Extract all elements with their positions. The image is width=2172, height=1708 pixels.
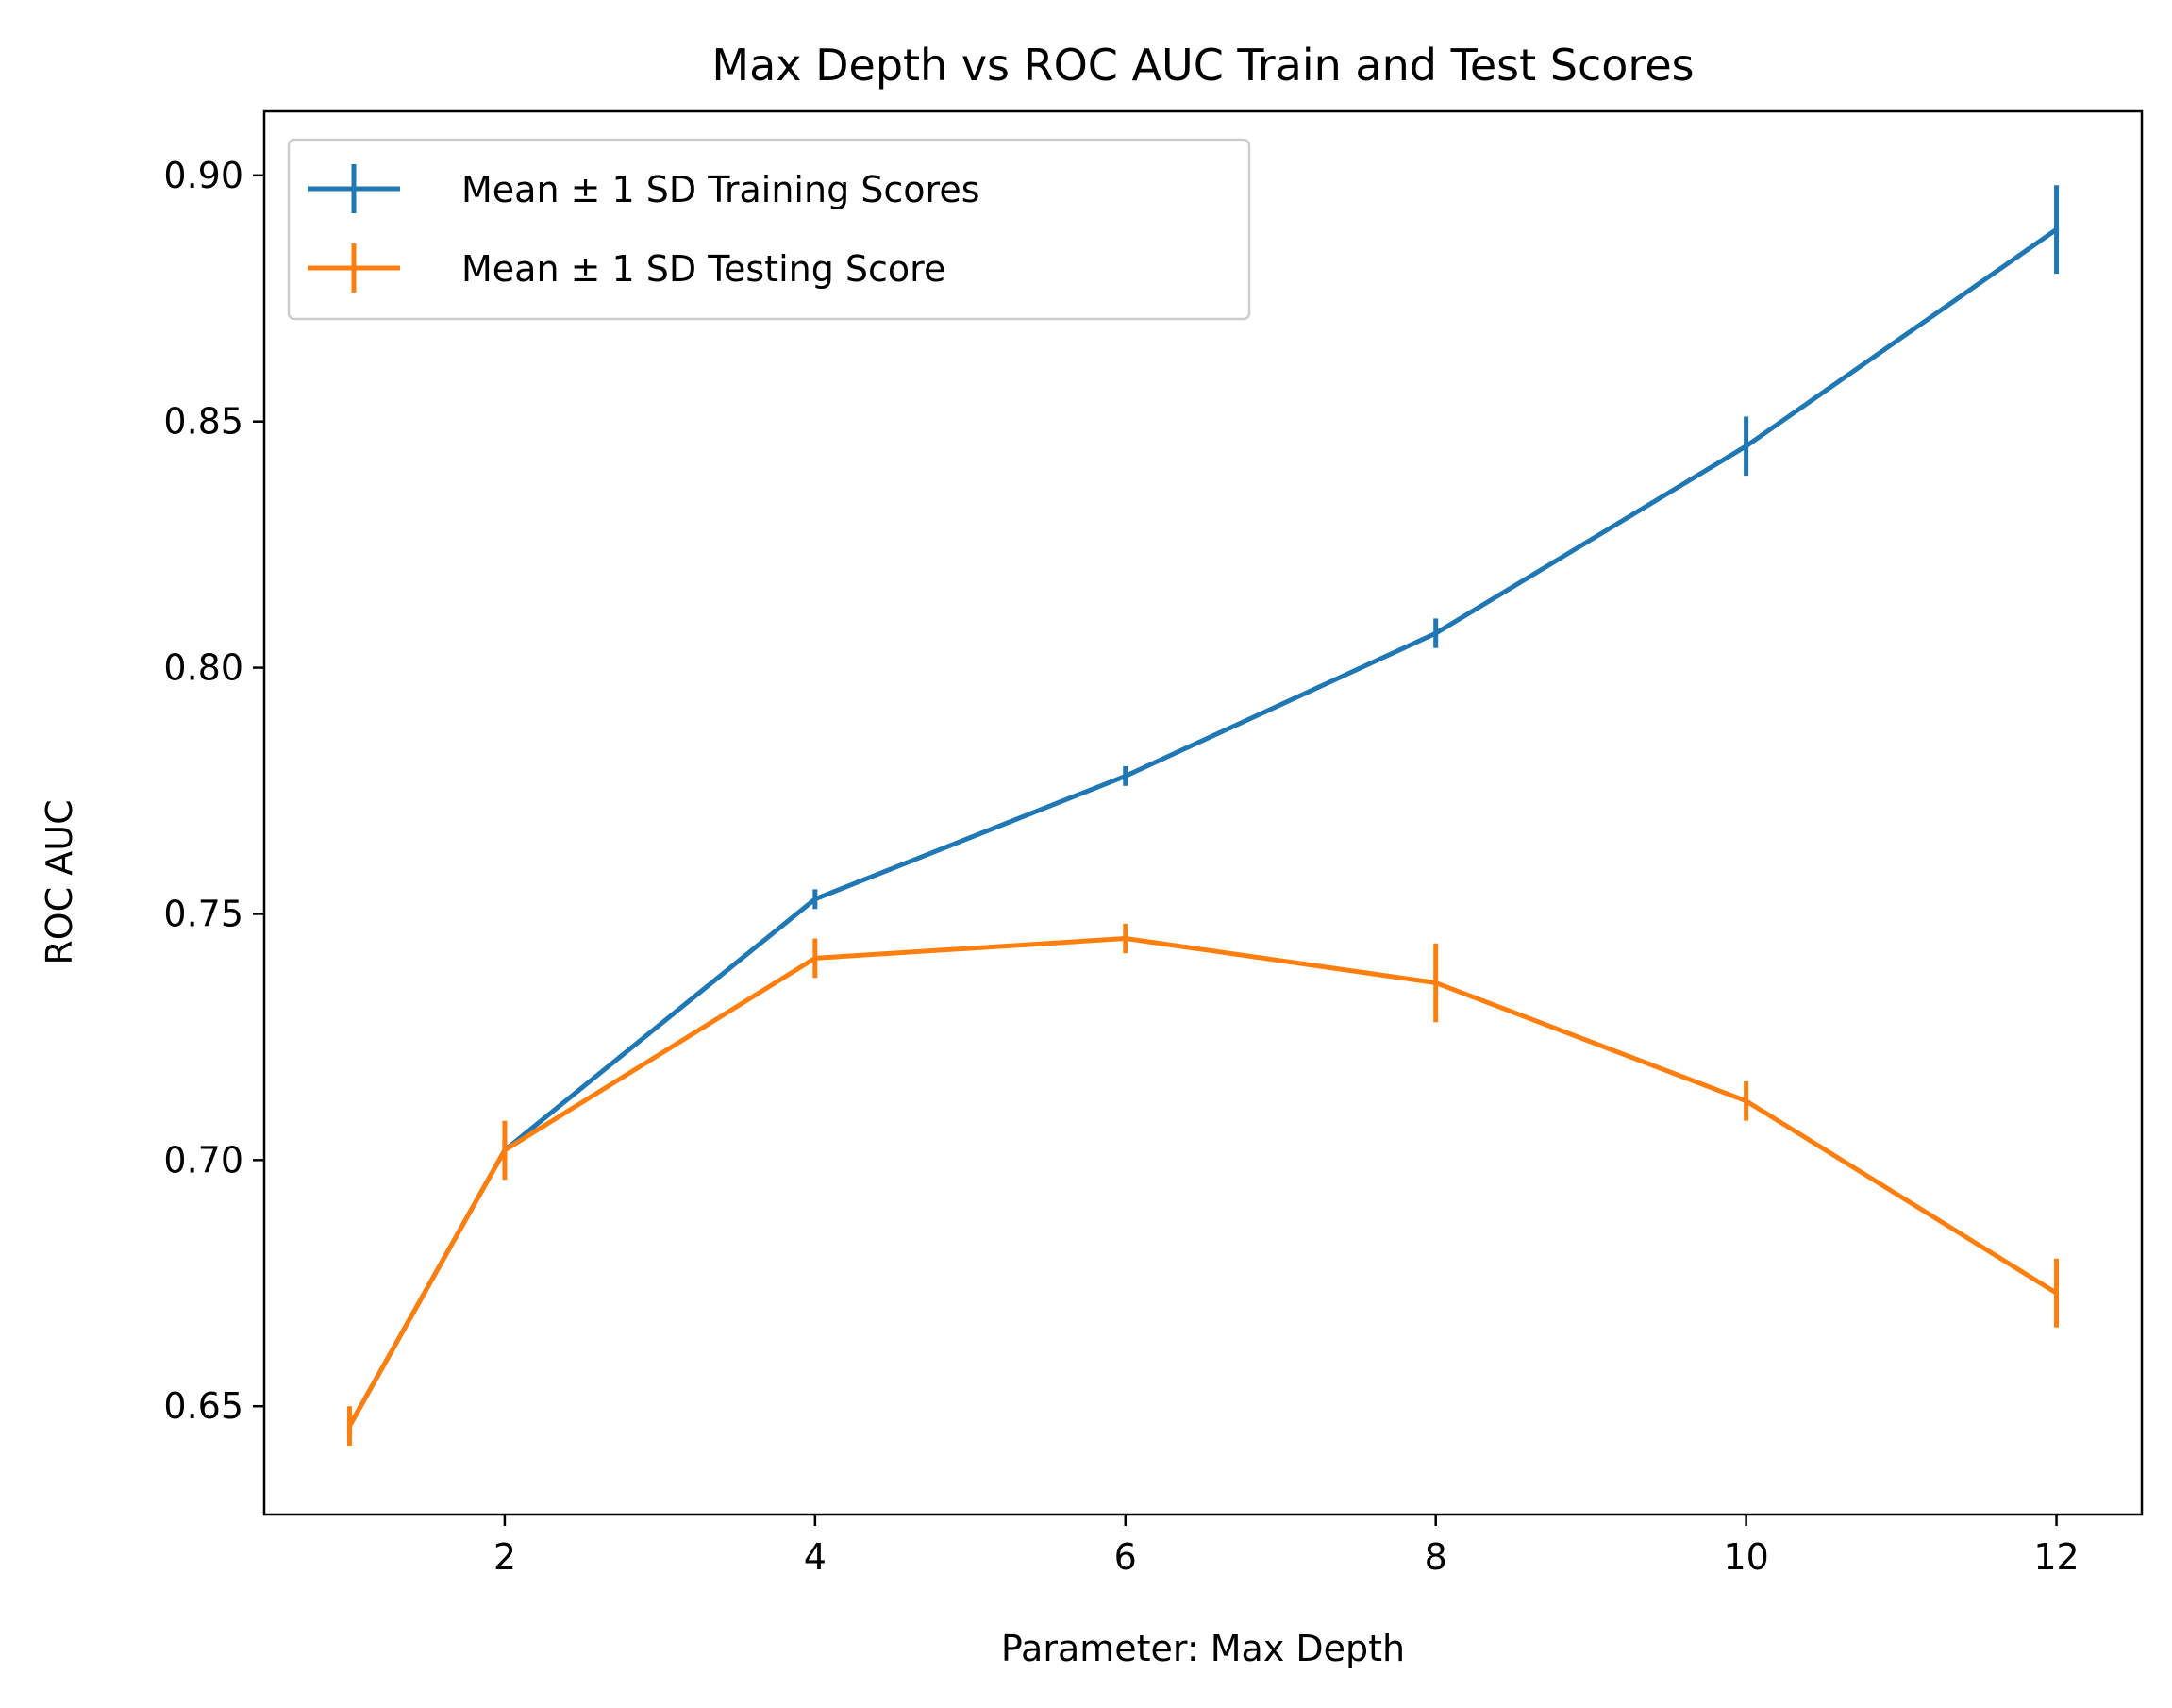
y-tick-label-4: 0.85 xyxy=(163,401,243,443)
legend-entry-0: Mean ± 1 SD Training Scores xyxy=(461,169,980,210)
legend: Mean ± 1 SD Training Scores Mean ± 1 SD T… xyxy=(287,138,1251,321)
x-tick-label-5: 12 xyxy=(2033,1536,2079,1578)
y-tick-label-0: 0.65 xyxy=(163,1385,243,1427)
x-tick-label-0: 2 xyxy=(493,1536,516,1578)
x-axis-label: Parameter: Max Depth xyxy=(1001,1628,1405,1669)
x-tick-label-3: 8 xyxy=(1425,1536,1447,1578)
legend-entry-1: Mean ± 1 SD Testing Score xyxy=(461,248,945,290)
legend-box xyxy=(287,138,1251,321)
axes-frame xyxy=(262,109,2144,1516)
y-axis-label: ROC AUC xyxy=(39,799,80,964)
chart-title: Max Depth vs ROC AUC Train and Test Scor… xyxy=(711,40,1694,91)
x-tick-label-1: 4 xyxy=(804,1536,827,1578)
y-tick-label-5: 0.90 xyxy=(163,155,243,196)
x-tick-label-2: 6 xyxy=(1114,1536,1137,1578)
plot-area: 2 4 6 8 10 12 0.65 0.70 0.75 0.80 0.85 0.90 xyxy=(163,109,2144,1578)
y-tick-label-3: 0.80 xyxy=(163,647,243,689)
y-tick-label-2: 0.75 xyxy=(163,893,243,934)
y-tick-label-1: 0.70 xyxy=(163,1139,243,1181)
x-tick-label-4: 10 xyxy=(1723,1536,1768,1578)
